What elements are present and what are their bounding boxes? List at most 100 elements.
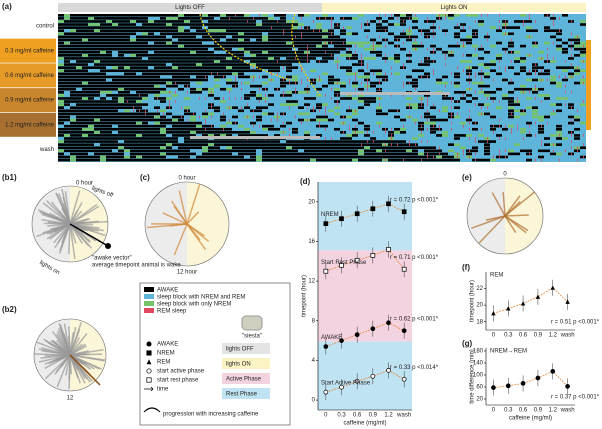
raster-cell bbox=[202, 66, 208, 69]
rem-tick bbox=[535, 134, 536, 137]
rem-tick bbox=[463, 54, 464, 57]
rem-tick bbox=[409, 50, 410, 54]
raster-cell bbox=[184, 81, 190, 85]
rem-tick bbox=[313, 78, 314, 82]
raster-cell bbox=[130, 87, 136, 91]
raster-cell bbox=[238, 38, 244, 42]
raster-cell bbox=[304, 146, 310, 150]
rem-tick bbox=[169, 103, 170, 106]
raster-cell bbox=[274, 155, 280, 159]
rem-tick bbox=[223, 127, 224, 131]
raster-cell bbox=[220, 32, 226, 36]
raster-cell bbox=[82, 35, 88, 39]
raster-cell bbox=[112, 140, 118, 143]
raster-cell bbox=[466, 94, 472, 97]
raster-cell bbox=[76, 109, 82, 113]
raster-cell bbox=[346, 26, 352, 29]
rem-tick bbox=[265, 100, 266, 103]
raster-cell bbox=[568, 44, 574, 48]
raster-cell bbox=[298, 29, 304, 32]
raster-cell bbox=[418, 146, 424, 150]
raster-cell bbox=[256, 54, 262, 57]
raster-cell bbox=[508, 152, 514, 156]
raster-cell bbox=[142, 87, 148, 91]
spoke bbox=[68, 326, 71, 356]
raster-cell bbox=[220, 20, 226, 23]
raster-cell bbox=[256, 69, 262, 73]
raster-cell bbox=[172, 20, 178, 23]
raster-cell bbox=[184, 137, 190, 140]
raster-cell bbox=[352, 63, 358, 66]
raster-cell bbox=[298, 152, 304, 156]
rem-tick bbox=[451, 97, 452, 100]
raster-cell bbox=[100, 112, 106, 116]
raster-cell bbox=[142, 44, 148, 48]
raster-cell bbox=[274, 57, 280, 60]
rem-tick bbox=[289, 127, 290, 131]
raster-cell bbox=[136, 87, 142, 91]
raster-cell bbox=[82, 14, 88, 17]
raster-cell bbox=[202, 57, 208, 60]
raster-cell bbox=[100, 115, 106, 119]
raster-cell bbox=[388, 158, 394, 162]
raster-cell bbox=[178, 81, 184, 85]
raster-cell bbox=[394, 146, 400, 150]
raster-cell bbox=[58, 50, 64, 54]
raster-cell bbox=[508, 91, 514, 94]
raster-cell bbox=[400, 23, 406, 26]
raster-cell bbox=[268, 54, 274, 57]
raster-cell bbox=[172, 66, 178, 69]
raster-cell bbox=[364, 75, 370, 79]
raster-cell bbox=[124, 29, 130, 32]
raster-cell bbox=[262, 60, 268, 63]
rem-tick bbox=[169, 106, 170, 109]
rem-tick bbox=[571, 20, 572, 23]
rem-tick bbox=[301, 35, 302, 39]
awake-vector bbox=[69, 354, 101, 386]
raster-cell bbox=[160, 109, 166, 113]
raster-cell bbox=[100, 152, 106, 156]
rem-tick bbox=[367, 63, 368, 66]
rem-tick bbox=[271, 26, 272, 29]
raster-cell bbox=[526, 97, 532, 100]
legend-marker bbox=[146, 350, 152, 356]
raster-cell bbox=[352, 112, 358, 116]
raster-cell bbox=[256, 115, 262, 119]
raster-cell bbox=[100, 118, 106, 122]
raster-cell bbox=[142, 41, 148, 45]
raster-cell bbox=[508, 106, 514, 109]
raster-cell bbox=[484, 146, 490, 150]
rem-tick bbox=[187, 109, 188, 113]
raster-cell bbox=[460, 23, 466, 26]
raster-cell bbox=[250, 57, 256, 60]
raster-cell bbox=[352, 158, 358, 162]
raster-cell bbox=[376, 140, 382, 143]
raster-cell bbox=[274, 146, 280, 150]
raster-cell bbox=[130, 78, 136, 82]
rem-tick bbox=[541, 158, 542, 162]
raster-cell bbox=[214, 29, 220, 32]
raster-cell bbox=[184, 57, 190, 60]
raster-cell bbox=[154, 94, 160, 97]
raster-cell bbox=[148, 32, 154, 36]
raster-cell bbox=[334, 146, 340, 150]
raster-cell bbox=[214, 143, 220, 146]
raster-cell bbox=[310, 118, 316, 122]
x-tick-label: 1.2 bbox=[549, 333, 558, 339]
raster-cell bbox=[358, 14, 364, 17]
raster-cell bbox=[130, 127, 136, 131]
raster-cell bbox=[466, 54, 472, 57]
raster-cell bbox=[112, 78, 118, 82]
raster-cell bbox=[160, 115, 166, 119]
raster-cell bbox=[382, 140, 388, 143]
rem-tick bbox=[229, 17, 230, 20]
rem-tick bbox=[565, 75, 566, 79]
rem-tick bbox=[547, 14, 548, 17]
raster-cell bbox=[136, 81, 142, 85]
raster-cell bbox=[322, 14, 328, 17]
raster-cell bbox=[292, 75, 298, 79]
raster-cell bbox=[64, 32, 70, 36]
raster-cell bbox=[76, 57, 82, 60]
raster-cell bbox=[388, 152, 394, 156]
raster-cell bbox=[70, 17, 76, 20]
